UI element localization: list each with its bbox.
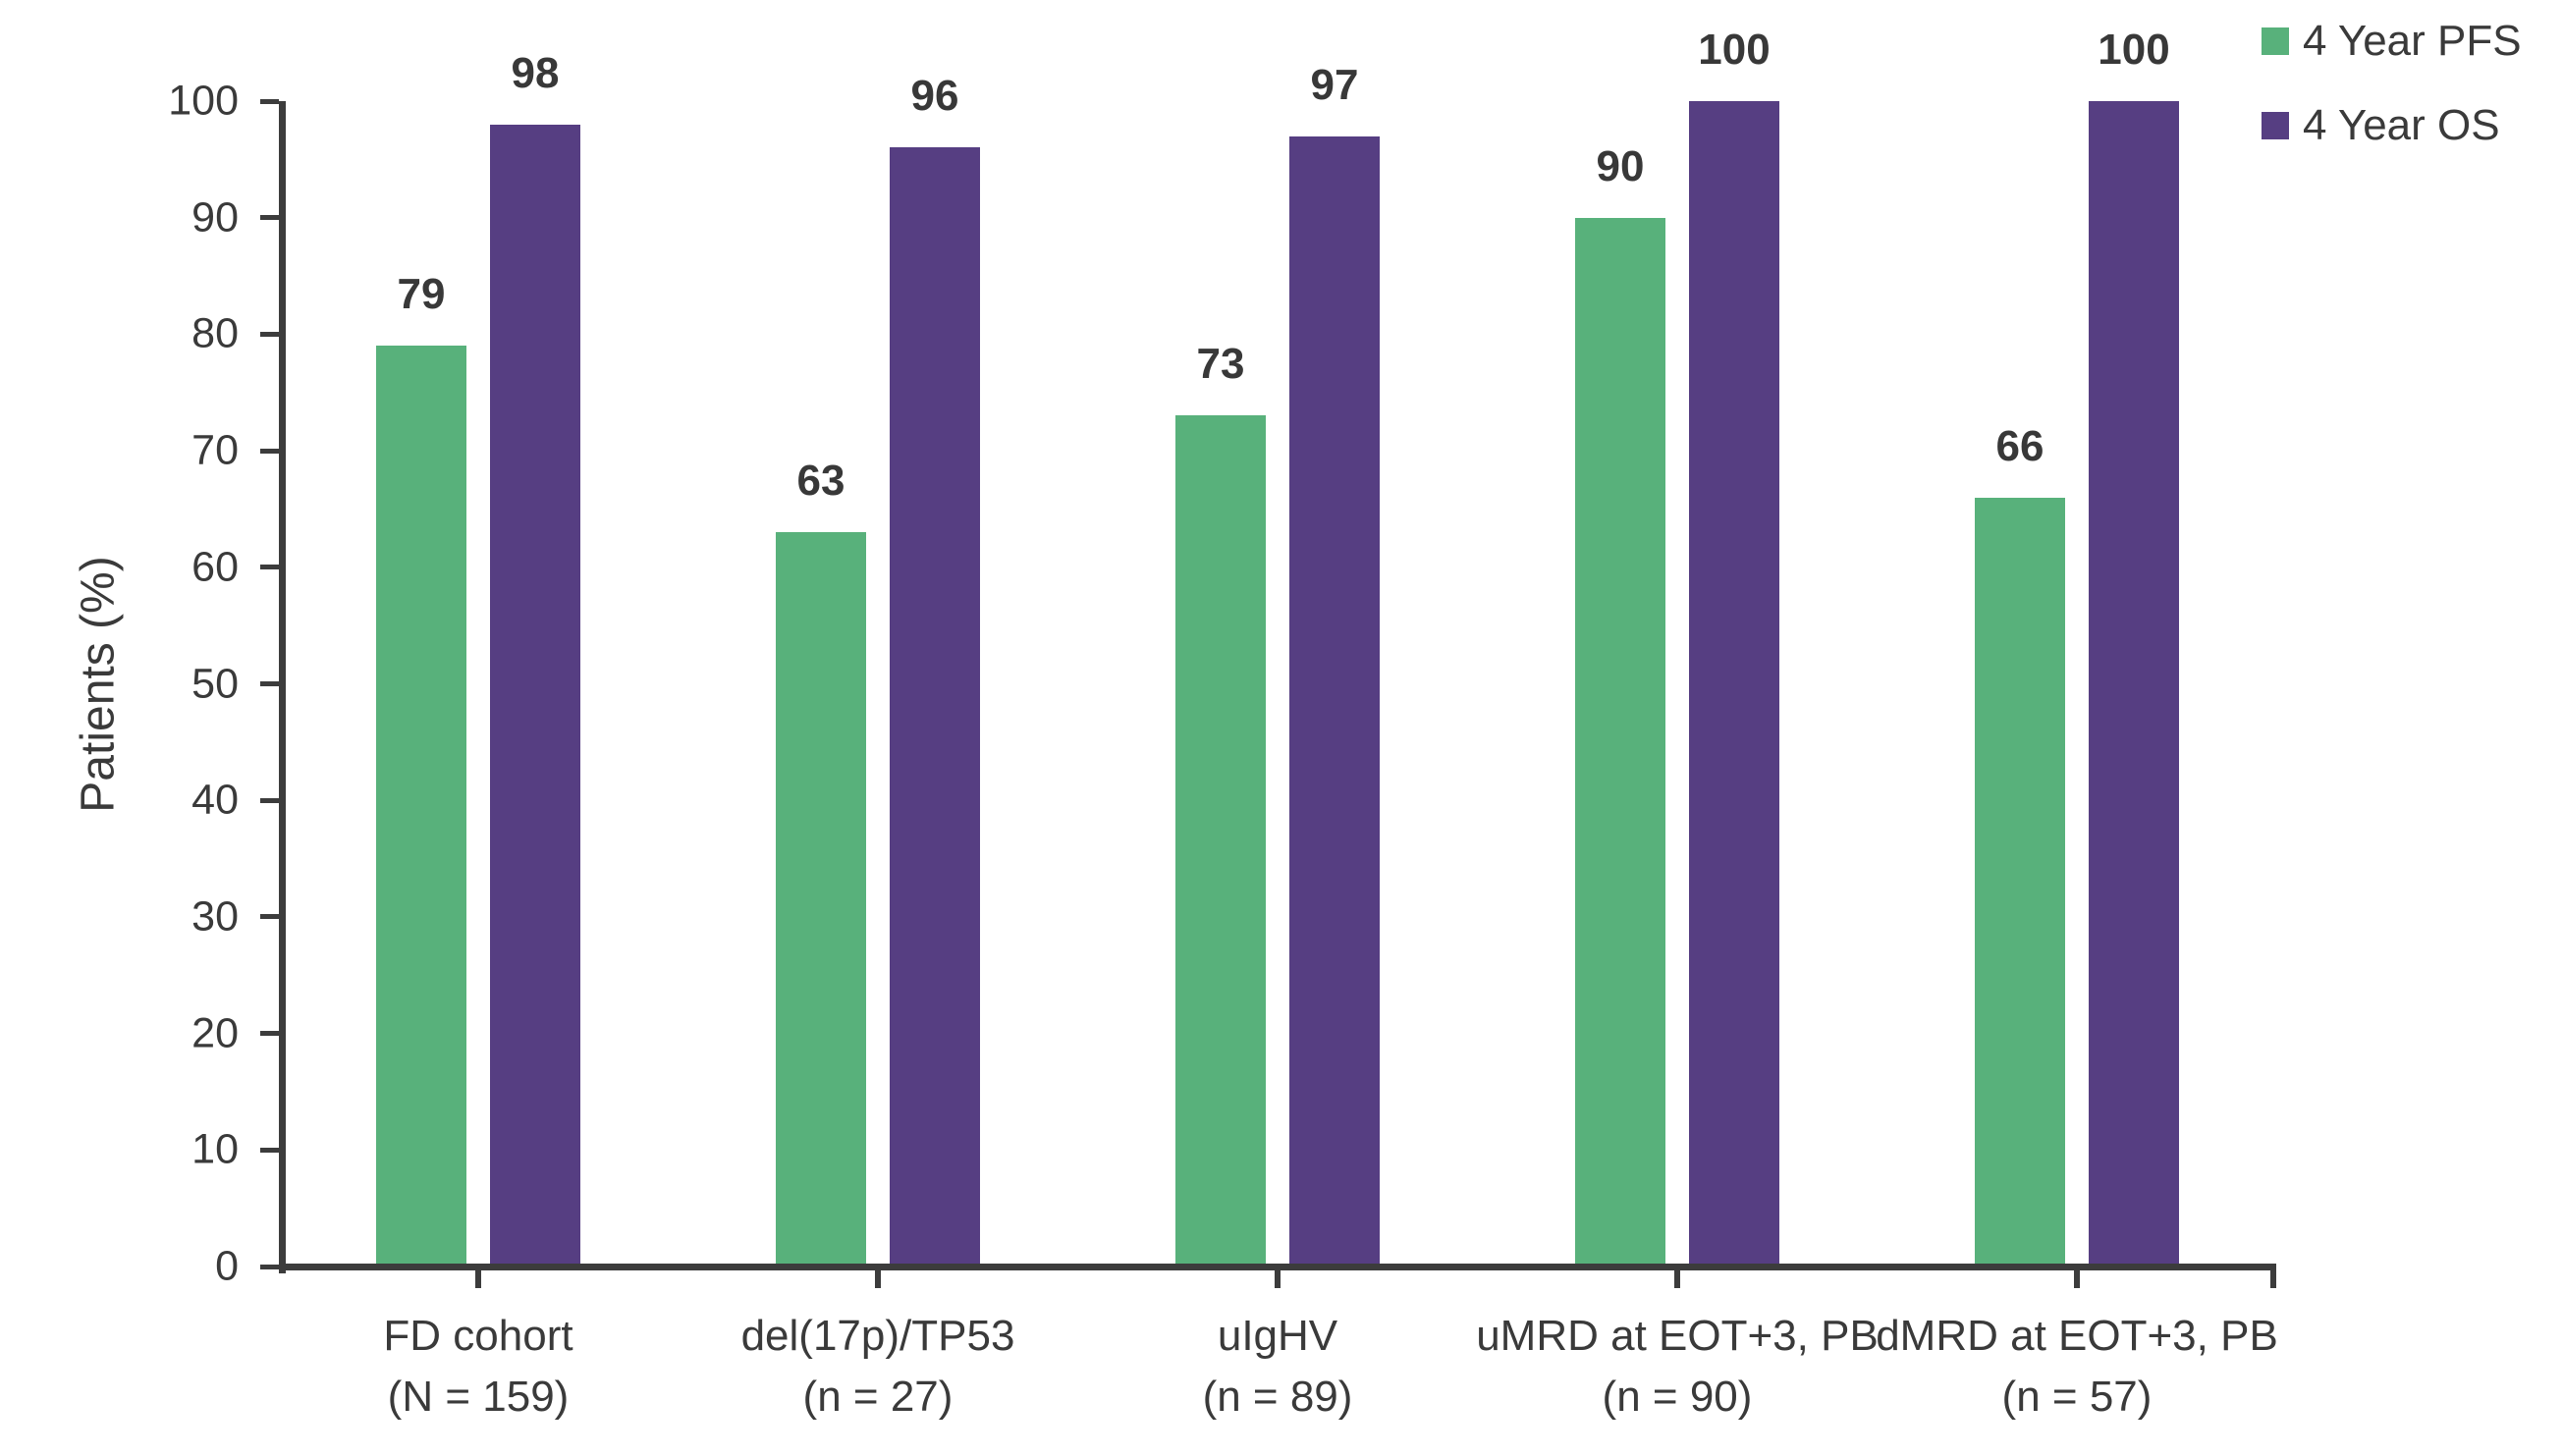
bar-value-label: 90 <box>1596 142 1645 190</box>
y-tick-label: 40 <box>191 776 239 824</box>
x-axis-line <box>279 1264 2276 1270</box>
legend-label-pfs: 4 Year PFS <box>2303 17 2522 65</box>
category-label-line1: FD cohort <box>383 1312 573 1360</box>
y-tick <box>260 798 279 803</box>
y-tick <box>260 1265 279 1269</box>
category-label-line2: (N = 159) <box>387 1373 570 1421</box>
legend-swatch-os <box>2262 112 2289 139</box>
bar-value-label: 97 <box>1310 61 1359 109</box>
legend-item-pfs: 4 Year PFS <box>2262 20 2522 63</box>
bar-value-label: 100 <box>1698 26 1771 74</box>
bar-4-year-pfs-0 <box>376 346 466 1267</box>
bar-value-label: 98 <box>511 49 560 97</box>
y-tick <box>260 565 279 569</box>
category-label-line1: dMRD at EOT+3, PB <box>1876 1312 2278 1360</box>
bar-4-year-os-2 <box>1289 136 1380 1267</box>
category-label-line2: (n = 90) <box>1602 1373 1753 1421</box>
category-label-line1: uMRD at EOT+3, PB <box>1476 1312 1879 1360</box>
bar-value-label: 79 <box>397 270 446 318</box>
legend-item-os: 4 Year OS <box>2262 104 2500 147</box>
x-tick <box>875 1270 881 1288</box>
bar-4-year-pfs-2 <box>1175 415 1266 1267</box>
bar-4-year-pfs-1 <box>776 532 866 1267</box>
y-tick-label: 70 <box>191 426 239 474</box>
x-tick <box>1674 1270 1680 1288</box>
y-tick-label: 10 <box>191 1125 239 1173</box>
y-tick-label: 0 <box>215 1242 239 1290</box>
y-tick-label: 80 <box>191 309 239 357</box>
category-label-line1: del(17p)/TP53 <box>740 1312 1015 1360</box>
bar-4-year-os-1 <box>890 147 980 1267</box>
category-label: uIgHV (n = 89) <box>1203 1306 1353 1428</box>
bar-4-year-pfs-3 <box>1575 218 1665 1267</box>
legend-label-os: 4 Year OS <box>2303 101 2500 149</box>
x-axis-end-tick <box>2270 1270 2276 1288</box>
y-tick <box>260 99 279 104</box>
y-tick-label: 90 <box>191 193 239 242</box>
y-tick <box>260 1148 279 1153</box>
category-label: uMRD at EOT+3, PB (n = 90) <box>1476 1306 1879 1428</box>
y-tick <box>260 332 279 337</box>
category-label-line2: (n = 27) <box>802 1373 954 1421</box>
x-tick <box>1275 1270 1281 1288</box>
y-tick <box>260 681 279 686</box>
y-tick <box>260 215 279 220</box>
bar-value-label: 96 <box>910 72 959 120</box>
bar-value-label: 100 <box>2098 26 2170 74</box>
y-tick <box>260 914 279 919</box>
legend-swatch-pfs <box>2262 27 2289 55</box>
y-tick <box>260 1031 279 1036</box>
bar-4-year-os-3 <box>1689 101 1779 1267</box>
bar-value-label: 73 <box>1196 340 1245 388</box>
bar-4-year-os-0 <box>490 125 580 1267</box>
category-label: dMRD at EOT+3, PB (n = 57) <box>1876 1306 2278 1428</box>
y-tick-label: 30 <box>191 892 239 941</box>
x-tick <box>475 1270 481 1288</box>
y-axis-line <box>279 101 286 1273</box>
bar-value-label: 63 <box>796 457 845 505</box>
bar-4-year-os-4 <box>2089 101 2179 1267</box>
bar-4-year-pfs-4 <box>1975 498 2065 1267</box>
y-tick-label: 20 <box>191 1009 239 1057</box>
x-tick <box>2074 1270 2080 1288</box>
bar-value-label: 66 <box>1995 422 2044 470</box>
y-tick-label: 60 <box>191 543 239 591</box>
category-label-line2: (n = 89) <box>1202 1373 1353 1421</box>
category-label-line2: (n = 57) <box>2001 1373 2153 1421</box>
category-label-line1: uIgHV <box>1217 1312 1338 1360</box>
y-tick <box>260 449 279 454</box>
category-label: FD cohort (N = 159) <box>383 1306 572 1428</box>
y-tick-label: 50 <box>191 660 239 708</box>
category-label: del(17p)/TP53 (n = 27) <box>741 1306 1015 1428</box>
y-tick-label: 100 <box>168 77 239 125</box>
